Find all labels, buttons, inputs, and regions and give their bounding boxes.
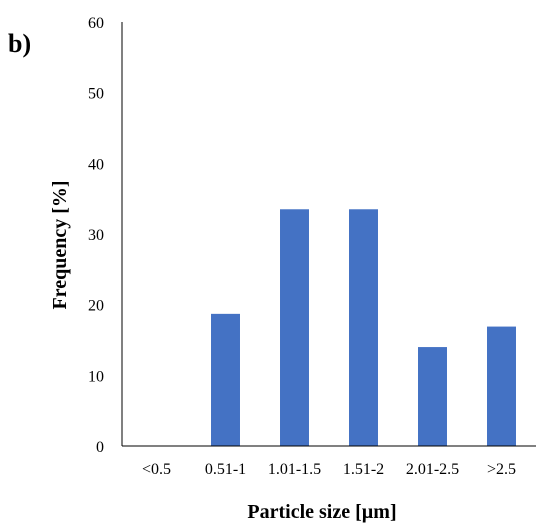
y-tick-label: 0	[96, 439, 104, 456]
panel-label: b)	[8, 29, 31, 58]
bar	[487, 326, 516, 446]
y-axis-ticks: 0 10 20 30 40 50 60	[88, 15, 104, 456]
x-tick-label: <0.5	[142, 461, 171, 478]
x-axis-title: Particle size [µm]	[247, 501, 396, 523]
bar	[280, 209, 309, 446]
x-axis-ticks: <0.5 0.51-1 1.01-1.5 1.51-2 2.01-2.5 >2.5	[142, 461, 516, 478]
y-tick-label: 30	[88, 227, 104, 244]
x-tick-label: 1.51-2	[343, 461, 384, 478]
x-tick-label: 2.01-2.5	[406, 461, 459, 478]
x-tick-label: >2.5	[487, 461, 516, 478]
x-tick-label: 1.01-1.5	[268, 461, 321, 478]
bar	[349, 209, 378, 446]
y-tick-label: 60	[88, 15, 104, 32]
y-tick-label: 40	[88, 156, 104, 173]
bars	[211, 209, 516, 446]
bar	[418, 347, 447, 446]
bar	[211, 313, 240, 446]
y-tick-label: 20	[88, 298, 104, 315]
y-tick-label: 50	[88, 86, 104, 103]
y-tick-label: 10	[88, 368, 104, 385]
x-tick-label: 0.51-1	[205, 461, 246, 478]
y-axis-title: Frequency [%]	[49, 180, 71, 309]
